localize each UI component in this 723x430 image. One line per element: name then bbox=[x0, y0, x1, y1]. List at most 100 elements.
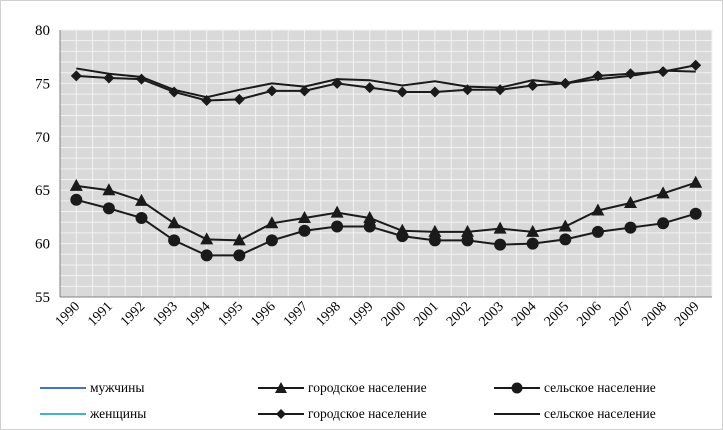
x-tick-label: 1990 bbox=[53, 299, 83, 329]
circle-marker bbox=[331, 220, 344, 233]
y-tick-label: 60 bbox=[35, 237, 50, 253]
circle-marker bbox=[396, 230, 409, 243]
x-tick-label: 1994 bbox=[183, 299, 213, 329]
triangle-marker bbox=[298, 210, 311, 223]
y-tick-label: 80 bbox=[35, 23, 50, 39]
x-tick-label: 2002 bbox=[444, 299, 474, 329]
triangle-marker bbox=[558, 219, 572, 232]
x-tick-label: 1993 bbox=[151, 299, 181, 329]
circle-marker bbox=[298, 224, 311, 237]
legend-line-women bbox=[40, 413, 86, 415]
legend-women-rural-label: сельское население bbox=[544, 406, 656, 421]
x-tick-label: 1997 bbox=[281, 299, 311, 329]
circle-marker bbox=[135, 211, 148, 224]
triangle-marker bbox=[526, 224, 540, 237]
diamond-marker bbox=[266, 85, 278, 97]
circle-marker bbox=[657, 217, 670, 230]
legend-women-rural: сельское население bbox=[494, 406, 656, 422]
y-tick-label: 70 bbox=[35, 130, 50, 146]
legend-men-label: мужчины bbox=[90, 380, 145, 395]
diamond-marker bbox=[70, 70, 82, 82]
legend-men-urban: городское население bbox=[258, 380, 427, 396]
circle-marker bbox=[363, 220, 376, 233]
diamond-marker bbox=[690, 59, 702, 71]
triangle-marker bbox=[428, 224, 442, 237]
circle-marker bbox=[494, 238, 507, 251]
circle-marker bbox=[591, 225, 604, 238]
triangle-marker bbox=[689, 175, 703, 188]
series-line bbox=[76, 181, 697, 242]
x-tick-label: 1999 bbox=[346, 299, 376, 329]
legend-women: женщины bbox=[40, 406, 146, 422]
circle-marker bbox=[559, 233, 572, 246]
x-axis-ticks: 1990 1991 1992 1993 1994 1995 1996 1997 1998 1999… bbox=[53, 299, 703, 329]
diamond-marker bbox=[364, 82, 376, 94]
legend: мужчины женщины городское население горо… bbox=[0, 372, 723, 430]
triangle-marker bbox=[363, 210, 377, 223]
x-tick-label: 2008 bbox=[640, 299, 670, 329]
triangle-marker bbox=[167, 216, 181, 229]
circle-marker bbox=[168, 234, 181, 247]
x-tick-label: 1995 bbox=[216, 299, 246, 329]
triangle-marker bbox=[461, 224, 474, 237]
diamond-marker bbox=[299, 85, 310, 97]
series-2 bbox=[70, 193, 702, 262]
triangle-marker bbox=[102, 183, 116, 196]
series-4 bbox=[76, 67, 696, 99]
circle-marker bbox=[526, 237, 539, 250]
circle-marker bbox=[624, 221, 637, 234]
diamond-marker bbox=[103, 72, 115, 84]
y-tick-label: 75 bbox=[35, 76, 50, 92]
circle-marker bbox=[265, 234, 278, 247]
legend-diamond-marker bbox=[258, 409, 304, 419]
circle-marker bbox=[233, 249, 246, 262]
x-tick-label: 2000 bbox=[379, 299, 409, 329]
x-tick-label: 2006 bbox=[574, 299, 604, 329]
diamond-marker bbox=[657, 66, 669, 78]
triangle-marker bbox=[265, 216, 279, 229]
legend-men-rural: сельское население bbox=[494, 380, 656, 396]
triangle-marker bbox=[591, 203, 605, 216]
x-tick-label: 2003 bbox=[477, 299, 507, 329]
diamond-marker bbox=[429, 86, 441, 98]
legend-plain-line bbox=[494, 413, 540, 415]
y-tick-label: 65 bbox=[35, 183, 50, 199]
series bbox=[69, 59, 703, 262]
x-tick-label: 1996 bbox=[248, 299, 278, 329]
triangle-marker bbox=[330, 205, 344, 218]
x-tick-label: 2001 bbox=[411, 299, 441, 329]
triangle-marker bbox=[69, 178, 83, 191]
legend-triangle-marker bbox=[258, 382, 304, 393]
diamond-marker bbox=[233, 93, 245, 105]
legend-men: мужчины bbox=[40, 380, 144, 396]
circle-marker bbox=[70, 193, 83, 206]
legend-men-rural-label: сельское население bbox=[544, 380, 656, 395]
legend-women-urban-label: городское население bbox=[308, 406, 427, 421]
legend-line-men bbox=[40, 387, 86, 389]
diamond-marker bbox=[201, 94, 213, 106]
diamond-marker bbox=[396, 86, 408, 98]
legend-men-urban-label: городское население bbox=[308, 380, 427, 395]
diamond-marker bbox=[527, 80, 539, 92]
circle-marker bbox=[461, 234, 474, 247]
circle-marker bbox=[200, 249, 213, 262]
circle-marker bbox=[102, 202, 115, 215]
x-tick-label: 2005 bbox=[542, 299, 572, 329]
x-tick-label: 1991 bbox=[85, 299, 115, 329]
x-tick-label: 1998 bbox=[314, 299, 344, 329]
circle-marker bbox=[689, 207, 702, 220]
y-tick-label: 55 bbox=[35, 290, 50, 306]
series-3 bbox=[70, 59, 702, 106]
series-line bbox=[76, 67, 696, 99]
triangle-marker bbox=[656, 186, 670, 199]
gridlines bbox=[59, 29, 713, 298]
y-axis-ticks: 55 60 65 70 75 80 bbox=[35, 23, 50, 306]
x-tick-label: 2004 bbox=[509, 299, 539, 329]
series-1 bbox=[69, 175, 703, 246]
legend-women-urban: городское население bbox=[258, 406, 427, 422]
legend-circle-marker bbox=[494, 382, 540, 394]
triangle-marker bbox=[624, 196, 637, 209]
x-tick-label: 1992 bbox=[118, 299, 148, 329]
x-tick-label: 2009 bbox=[672, 299, 702, 329]
x-tick-label: 2007 bbox=[607, 299, 637, 329]
